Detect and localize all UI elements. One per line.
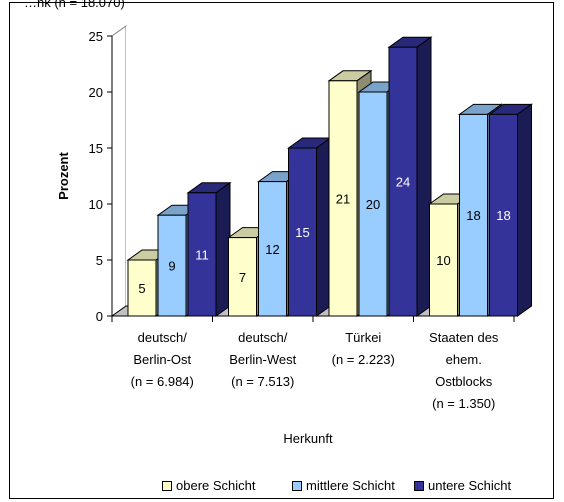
- bar: [228, 237, 257, 317]
- bar: [127, 259, 157, 317]
- y-tick-label: 0: [96, 309, 103, 324]
- y-tick-label: 20: [89, 85, 103, 100]
- x-category-label: Berlin-Ost: [133, 352, 191, 367]
- legend-item-untere: untere Schicht: [414, 478, 511, 493]
- legend-item-obere: obere Schicht: [162, 478, 256, 493]
- x-axis-title: Herkunft: [283, 431, 333, 446]
- y-tick-label: 10: [89, 197, 103, 212]
- chart-title-fragment: …nk (n = 18.070): [24, 0, 125, 10]
- bar-value-label: 7: [239, 270, 246, 285]
- legend-swatch-mittlere: [292, 480, 302, 491]
- side-wall: [111, 25, 127, 317]
- x-category-label: deutsch/: [138, 330, 188, 345]
- bar: [258, 181, 287, 317]
- x-category-label: Staaten des: [429, 330, 499, 345]
- bar: [459, 113, 488, 317]
- y-tick-label: 25: [89, 29, 103, 44]
- bar: [288, 147, 317, 317]
- bar-value-label: 10: [436, 253, 450, 268]
- legend-item-mittlere: mittlere Schicht: [292, 478, 395, 493]
- bar-value-label: 20: [366, 197, 380, 212]
- bar: [388, 46, 418, 317]
- bar-side-face: [316, 137, 331, 317]
- bar-value-label: 18: [466, 208, 480, 223]
- legend-swatch-obere: [162, 480, 172, 491]
- x-category-label: ehem.: [446, 352, 482, 367]
- y-axis-title: Prozent: [56, 151, 71, 199]
- legend-label-obere: obere Schicht: [176, 478, 256, 493]
- x-category-label: Ostblocks: [435, 374, 493, 389]
- bar-value-label: 9: [168, 259, 175, 274]
- bar-side-face: [416, 36, 432, 317]
- y-tick-label: 15: [89, 141, 103, 156]
- chart-frame: …nk (n = 18.070): [9, 0, 554, 499]
- x-category-label: (n = 7.513): [231, 374, 294, 389]
- bar: [429, 203, 458, 317]
- bar-value-label: 12: [265, 242, 279, 257]
- y-tick-label: 5: [96, 253, 103, 268]
- x-category-label: deutsch/: [238, 330, 288, 345]
- bar: [187, 192, 217, 317]
- x-category-label: Türkei: [345, 330, 381, 345]
- x-category-label: (n = 6.984): [131, 374, 194, 389]
- bar-value-label: 24: [396, 175, 410, 190]
- bar-value-label: 18: [496, 208, 510, 223]
- bar: [358, 91, 388, 317]
- bar: [489, 113, 518, 317]
- bar-side-face: [517, 103, 532, 317]
- bar-value-label: 21: [336, 191, 350, 206]
- legend-swatch-untere: [414, 480, 424, 491]
- x-category-label: (n = 2.223): [332, 352, 395, 367]
- bar-value-label: 5: [138, 281, 145, 296]
- bar: [157, 214, 187, 317]
- bar-value-label: 15: [295, 225, 309, 240]
- bar: [328, 80, 358, 317]
- x-category-label: (n = 1.350): [432, 396, 495, 411]
- legend-label-untere: untere Schicht: [428, 478, 512, 493]
- bar-side-face: [215, 181, 231, 317]
- x-category-label: Berlin-West: [229, 352, 296, 367]
- bar-value-label: 11: [195, 247, 209, 262]
- legend-label-mittlere: mittlere Schicht: [306, 478, 395, 493]
